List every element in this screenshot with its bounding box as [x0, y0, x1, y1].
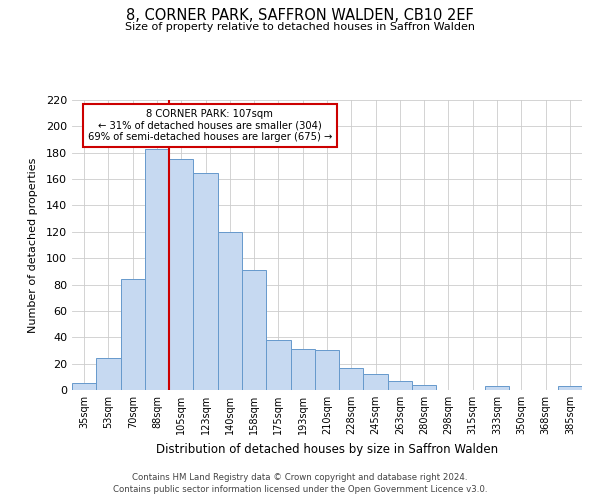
Bar [364, 374, 388, 390]
Bar [266, 340, 290, 390]
Bar [242, 270, 266, 390]
Bar [96, 358, 121, 390]
Bar [169, 160, 193, 390]
Text: Contains public sector information licensed under the Open Government Licence v3: Contains public sector information licen… [113, 485, 487, 494]
Bar [145, 149, 169, 390]
Bar [485, 386, 509, 390]
Bar [72, 384, 96, 390]
Bar [290, 349, 315, 390]
Bar [558, 386, 582, 390]
Bar [315, 350, 339, 390]
Text: Size of property relative to detached houses in Saffron Walden: Size of property relative to detached ho… [125, 22, 475, 32]
Bar [388, 381, 412, 390]
Text: Contains HM Land Registry data © Crown copyright and database right 2024.: Contains HM Land Registry data © Crown c… [132, 472, 468, 482]
Y-axis label: Number of detached properties: Number of detached properties [28, 158, 38, 332]
Bar [412, 384, 436, 390]
Text: 8, CORNER PARK, SAFFRON WALDEN, CB10 2EF: 8, CORNER PARK, SAFFRON WALDEN, CB10 2EF [126, 8, 474, 22]
Text: Distribution of detached houses by size in Saffron Walden: Distribution of detached houses by size … [156, 442, 498, 456]
Text: 8 CORNER PARK: 107sqm
← 31% of detached houses are smaller (304)
69% of semi-det: 8 CORNER PARK: 107sqm ← 31% of detached … [88, 108, 332, 142]
Bar [121, 280, 145, 390]
Bar [218, 232, 242, 390]
Bar [193, 172, 218, 390]
Bar [339, 368, 364, 390]
